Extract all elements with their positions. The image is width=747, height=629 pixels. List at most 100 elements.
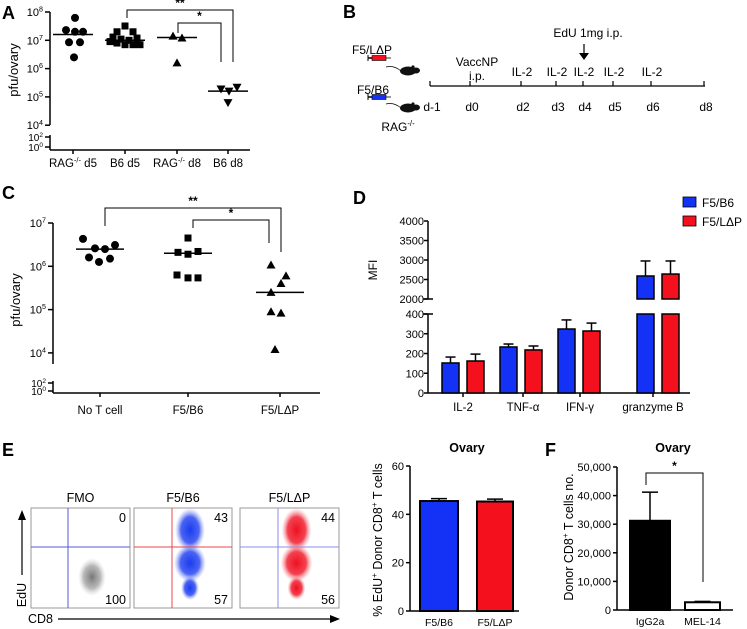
data-point — [113, 28, 121, 36]
superscript: + — [561, 533, 570, 538]
data-point — [129, 41, 137, 49]
y-tick-label: 30,000 — [577, 519, 611, 531]
significance-label: * — [197, 9, 202, 23]
timeline-day-label: d8 — [699, 100, 713, 114]
y-axis-label: MFI — [366, 260, 380, 281]
timeline-day-label: d0 — [465, 100, 479, 114]
flow-plot-title: FMO — [67, 491, 95, 505]
superscript: 6 — [42, 260, 46, 268]
arrow-up-icon — [18, 510, 26, 520]
cell-population-upper — [175, 508, 205, 552]
data-point — [184, 274, 192, 282]
y-tick-label: 3000 — [400, 255, 424, 267]
data-point — [184, 250, 192, 258]
data-point — [113, 39, 121, 47]
y-tick-label: 10,000 — [577, 576, 611, 588]
syringe-barrel — [371, 55, 387, 61]
y-tick-label: 0 — [418, 388, 424, 400]
y-tick-label: 106 — [27, 62, 43, 75]
y-break-tick-label: 100 — [31, 386, 46, 398]
y-tick-label: 20,000 — [577, 548, 611, 560]
text-part: 10 — [27, 7, 39, 19]
mouse-icon — [385, 65, 420, 76]
data-point — [276, 308, 286, 317]
y-axis-label: pfu/ovary — [6, 43, 21, 97]
significance-bracket — [645, 472, 704, 582]
il2-label: IL-2 — [604, 65, 625, 79]
il2-label: IL-2 — [642, 65, 663, 79]
x-tick-label: F5/LΔP — [477, 617, 512, 629]
superscript: -/- — [407, 119, 415, 128]
y-tick-label: 4000 — [400, 216, 424, 228]
text-part: 10 — [30, 305, 42, 317]
x-tick-label: B6 d8 — [213, 158, 243, 170]
y-break-tick-label: 102 — [28, 132, 43, 144]
flow-plot-title: F5/B6 — [166, 491, 199, 505]
data-point — [266, 260, 276, 269]
text-part: 10 — [30, 348, 42, 360]
superscript: 7 — [42, 217, 46, 225]
y-tick-label: 20 — [392, 558, 404, 570]
cell-population-upper — [281, 508, 312, 552]
bar-0-lower — [636, 313, 655, 394]
y-tick-label: 107 — [30, 217, 46, 230]
cell-population-tail — [181, 576, 199, 600]
y-tick-label: 60 — [392, 461, 404, 473]
data-point — [281, 271, 291, 280]
data-point — [216, 85, 226, 94]
y-tick-label: 105 — [27, 91, 43, 104]
recipient-label: RAG-/- — [381, 119, 415, 134]
timeline-day-label: d2 — [516, 100, 530, 114]
text-part: 10 — [30, 261, 42, 273]
significance-bracket — [104, 207, 282, 252]
donor-f5-ldp-label: F5/LΔP — [352, 43, 392, 57]
syringe-blue-icon — [371, 94, 387, 100]
bar — [661, 273, 680, 300]
data-point — [266, 307, 276, 316]
text-part: % EdU — [371, 578, 385, 617]
y-tick-label: 104 — [30, 347, 46, 360]
data-point — [85, 253, 93, 262]
cell-population-lower — [174, 544, 206, 582]
text-part: RAG — [153, 158, 178, 170]
panel-label-d: D — [353, 188, 366, 208]
data-point — [65, 38, 73, 47]
y-tick-label: 400 — [406, 309, 424, 321]
data-point — [70, 53, 78, 62]
mouse-body — [400, 103, 416, 113]
bar — [629, 519, 671, 612]
text-part: 10 — [27, 64, 39, 76]
text-part: 10 — [30, 218, 42, 230]
edu-label: EdU 1mg i.p. — [553, 26, 622, 40]
y-break-tick-label: 102 — [31, 378, 46, 390]
panel-label-c: C — [2, 183, 15, 203]
y-break-tick-label: 100 — [28, 142, 43, 154]
timeline-day-label: d3 — [551, 100, 565, 114]
data-point — [95, 257, 103, 266]
data-point — [184, 234, 192, 242]
superscript: 2 — [39, 132, 43, 139]
text-part: T cells no. — [562, 473, 576, 533]
y-tick-label: 2000 — [400, 294, 424, 306]
chart-title: Ovary — [655, 441, 690, 455]
data-point — [106, 254, 114, 263]
superscript: 5 — [42, 303, 46, 311]
superscript: 7 — [39, 34, 43, 42]
text-part: 10 — [31, 379, 43, 390]
superscript: + — [370, 573, 379, 578]
mouse-ear — [411, 102, 415, 106]
vaccnp-label: VaccNP — [456, 55, 498, 69]
x-tick-label: RAG-/- d8 — [153, 155, 201, 170]
y-tick-label: 106 — [30, 260, 46, 273]
superscript: + — [370, 502, 379, 507]
y-tick-label: 300 — [406, 329, 424, 341]
data-point — [194, 247, 202, 255]
significance-label: * — [672, 459, 677, 473]
text-part: 10 — [31, 387, 43, 398]
text-part: 10 — [27, 92, 39, 104]
x-tick-label: No T cell — [78, 405, 123, 417]
text-part: RAG — [49, 158, 74, 170]
x-tick-label: B6 d5 — [110, 158, 140, 170]
data-point — [270, 344, 280, 353]
significance-bracket — [192, 219, 270, 243]
